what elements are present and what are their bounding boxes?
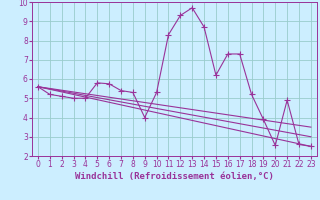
X-axis label: Windchill (Refroidissement éolien,°C): Windchill (Refroidissement éolien,°C) [75,172,274,181]
